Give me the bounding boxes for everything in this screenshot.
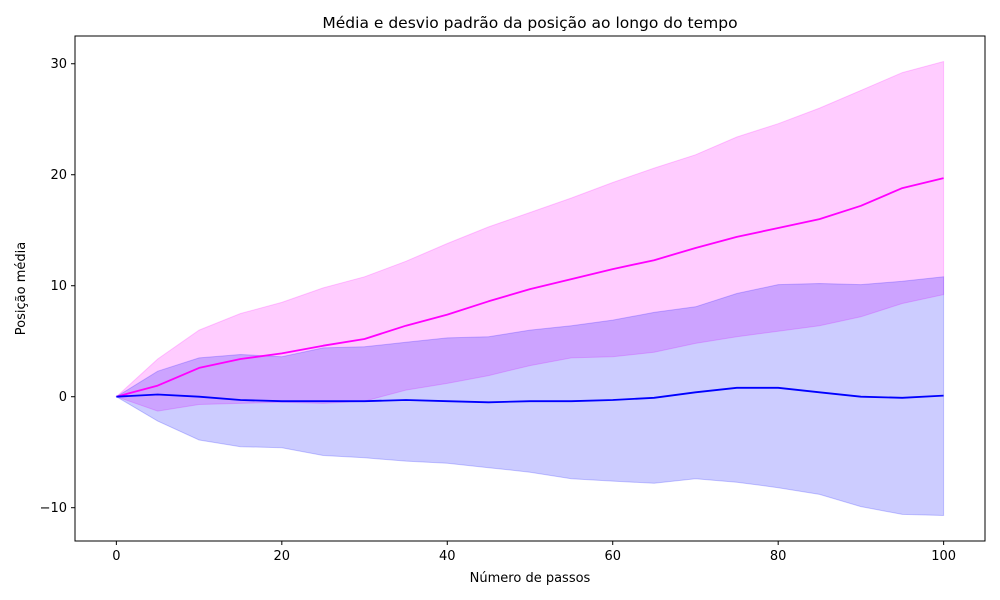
mean-lines — [116, 177, 944, 404]
std-band-0 — [115, 60, 945, 412]
std-bands — [115, 60, 945, 517]
y-tick-label: −10 — [40, 501, 67, 516]
x-tick-label: 20 — [274, 549, 291, 564]
mean-line-1 — [116, 386, 944, 404]
y-tick-label: 0 — [59, 390, 67, 405]
x-tick-label: 0 — [112, 549, 120, 564]
x-tick-label: 60 — [604, 549, 621, 564]
x-tick-label: 80 — [770, 549, 787, 564]
x-axis-label: Número de passos — [470, 571, 591, 586]
y-tick-label: 20 — [50, 168, 67, 183]
x-axis: 0 20 40 60 80 100 — [112, 541, 956, 564]
y-axis-label: Posição média — [14, 242, 29, 335]
y-tick-label: 10 — [50, 279, 67, 294]
plot-frame — [74, 35, 986, 542]
x-tick-label: 40 — [439, 549, 456, 564]
x-tick-label: 100 — [931, 549, 956, 564]
chart-title: Média e desvio padrão da posição ao long… — [322, 14, 737, 32]
y-axis: −10 0 10 20 30 — [40, 57, 75, 516]
y-tick-label: 30 — [50, 57, 67, 72]
mean-line-0 — [116, 177, 944, 398]
